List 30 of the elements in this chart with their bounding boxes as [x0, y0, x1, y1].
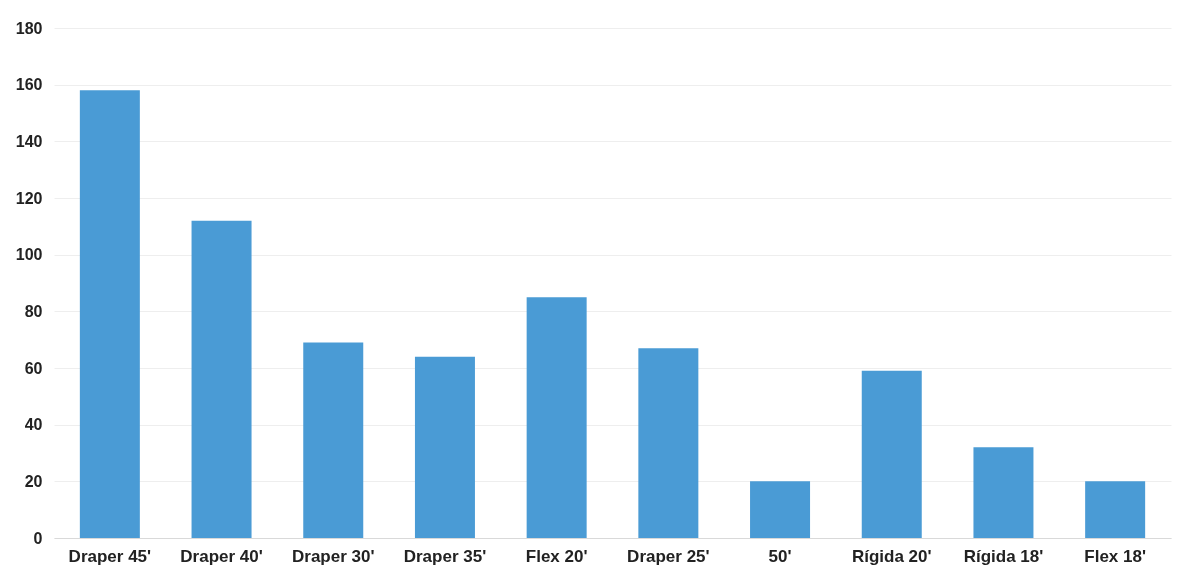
bar [973, 447, 1034, 538]
y-tick-label: 60 [24, 359, 43, 377]
y-tick-label: 180 [15, 19, 43, 37]
bar [303, 342, 364, 538]
x-tick-label: Rígida 18' [963, 546, 1044, 566]
x-tick-label: Draper 45' [68, 546, 152, 566]
bar [526, 297, 587, 538]
bar [191, 220, 252, 538]
y-tick-label: 100 [15, 246, 43, 264]
bar [1085, 481, 1146, 538]
x-tick-label: Draper 40' [180, 546, 263, 566]
bar [414, 356, 475, 538]
bar [638, 348, 699, 538]
bar [750, 481, 811, 538]
y-tick-label: 40 [24, 416, 43, 434]
y-tick-label: 0 [33, 529, 43, 547]
y-tick-label: 140 [15, 132, 43, 150]
bar [79, 90, 140, 538]
x-tick-label: Draper 25' [627, 546, 710, 566]
bar [861, 370, 922, 538]
y-tick-label: 160 [15, 76, 43, 94]
y-tick-label: 120 [15, 189, 43, 207]
y-tick-label: 20 [24, 472, 43, 490]
x-tick-label: Draper 35' [403, 546, 487, 566]
x-tick-label: Flex 20' [525, 546, 588, 566]
x-tick-label: 50' [768, 546, 792, 566]
y-tick-label: 80 [24, 302, 43, 320]
x-tick-label: Draper 30' [292, 546, 375, 566]
x-tick-label: Flex 18' [1084, 546, 1146, 566]
x-tick-label: Rígida 20' [851, 546, 932, 566]
